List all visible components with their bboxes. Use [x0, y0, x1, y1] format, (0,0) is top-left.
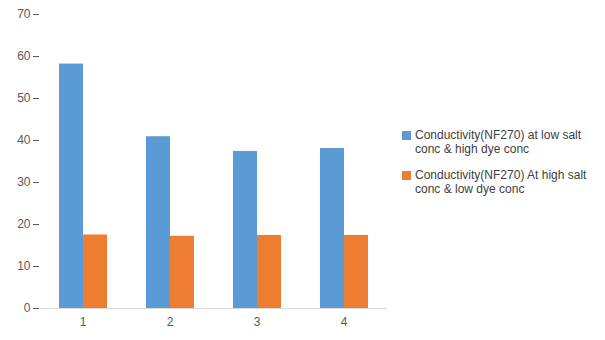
- svg-text:40: 40: [17, 133, 31, 147]
- svg-text:70: 70: [17, 7, 31, 21]
- svg-text:60: 60: [17, 49, 31, 63]
- svg-text:1: 1: [80, 315, 87, 329]
- html-text:Conductivity(NF270) at low sal: Conductivity(NF270) at low salt conc & h…: [415, 128, 582, 156]
- svg-text:20: 20: [17, 217, 31, 231]
- svg-text:3: 3: [254, 315, 261, 329]
- svg-text:10: 10: [17, 259, 31, 273]
- svg-text:30: 30: [17, 175, 31, 189]
- svg-text:2: 2: [167, 315, 174, 329]
- html-text:Conductivity(NF270) At high sa: Conductivity(NF270) At high salt conc & …: [415, 168, 587, 196]
- svg-text:50: 50: [17, 91, 31, 105]
- svg-text:4: 4: [341, 315, 348, 329]
- svg-text:0: 0: [24, 301, 31, 315]
